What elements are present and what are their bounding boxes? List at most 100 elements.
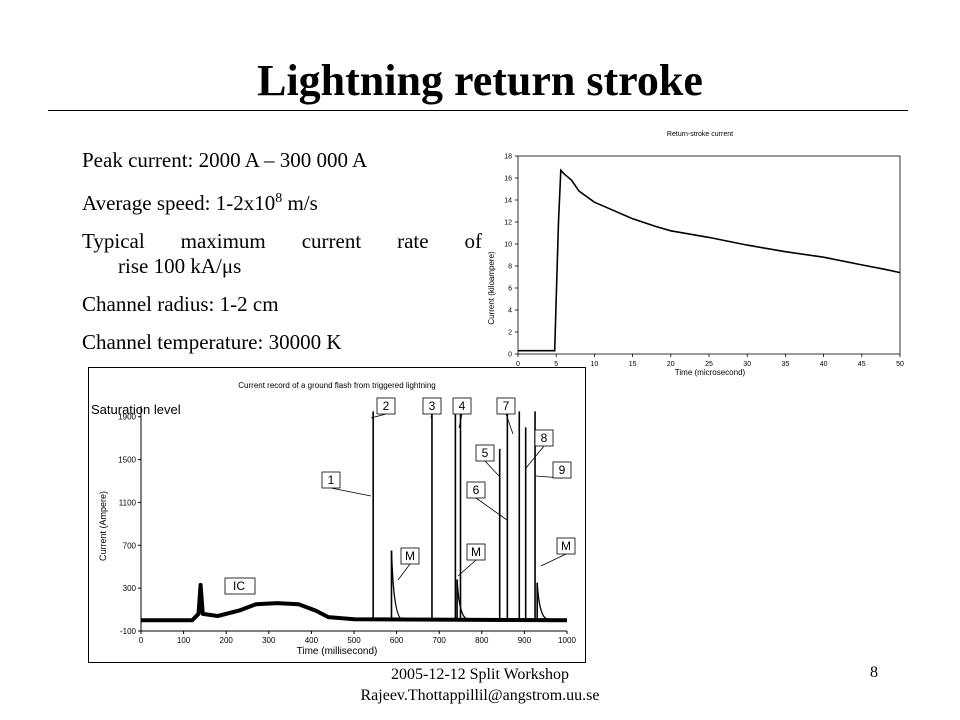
chart2-y-tick-label: 1900 bbox=[118, 413, 136, 422]
chart2-y-tick-label: -100 bbox=[120, 627, 137, 636]
chart2-annotation-box bbox=[556, 537, 576, 555]
bullet-channel-radius: Channel radius: 1-2 cm bbox=[82, 292, 279, 316]
chart2-annotation-leader bbox=[370, 413, 387, 419]
footer: 2005-12-12 Split Workshop Rajeev.Thottap… bbox=[0, 664, 960, 706]
triggered-lightning-chart-frame: Current record of a ground flash from tr… bbox=[88, 367, 586, 663]
chart2-x-tick-label: 100 bbox=[177, 636, 191, 645]
chart2-annotation-box bbox=[452, 397, 472, 415]
chart2-x-tick-label: 500 bbox=[347, 636, 361, 645]
chart2-x-axis-label: Time (millisecond) bbox=[297, 646, 378, 657]
speed-prefix: Average speed: 1-2x10 bbox=[82, 191, 276, 215]
chart1-x-tick-label: 45 bbox=[858, 361, 866, 368]
chart1-y-tick-label: 0 bbox=[508, 352, 512, 359]
chart1-x-tick-label: 20 bbox=[667, 361, 675, 368]
chart1-x-tick-label: 25 bbox=[705, 361, 713, 368]
chart2-annotation-label: M bbox=[561, 539, 571, 553]
chart1-y-axis-label: Current (kiloampere) bbox=[487, 251, 496, 325]
chart2-annotation-label: 1 bbox=[328, 473, 335, 487]
chart2-annotation-box bbox=[534, 429, 554, 447]
chart2-x-tick-label: 300 bbox=[262, 636, 276, 645]
footer-email: Rajeev.Thottappillil@angstrom.uu.se bbox=[360, 687, 600, 704]
saturation-level-label: Saturation level bbox=[91, 402, 181, 417]
chart2-x-tick-label: 600 bbox=[390, 636, 404, 645]
chart1-x-tick-label: 10 bbox=[591, 361, 599, 368]
triggered-lightning-chart: Current record of a ground flash from tr… bbox=[91, 381, 576, 657]
chart2-annotation-box bbox=[400, 547, 420, 565]
chart2-annotation-label: M bbox=[405, 549, 415, 563]
bullet-list: Peak current: 2000 A – 300 000 A Average… bbox=[82, 148, 482, 368]
chart1-y-tick-label: 4 bbox=[508, 308, 512, 315]
chart1-x-tick-label: 30 bbox=[743, 361, 751, 368]
chart2-annotation-label: 4 bbox=[459, 399, 466, 413]
chart1-y-tick-label: 12 bbox=[504, 220, 512, 227]
chart2-annotation-box bbox=[376, 397, 396, 415]
speed-suffix: m/s bbox=[282, 191, 318, 215]
chart2-annotation-label: 5 bbox=[482, 446, 489, 460]
chart2-y-axis-label: Current (Ampere) bbox=[98, 491, 108, 561]
chart2-annotation-leader bbox=[397, 563, 411, 581]
chart2-decay-tail bbox=[536, 582, 549, 620]
chart1-x-tick-label: 35 bbox=[782, 361, 790, 368]
chart2-annotation-label: 9 bbox=[559, 463, 566, 477]
chart1-y-tick-label: 18 bbox=[504, 154, 512, 161]
chart2-annotation-leader bbox=[458, 413, 463, 429]
footer-event: 2005-12-12 Split Workshop bbox=[391, 666, 569, 683]
chart2-title: Current record of a ground flash from tr… bbox=[238, 381, 435, 390]
bullet-peak-current: Peak current: 2000 A – 300 000 A bbox=[82, 148, 368, 172]
chart2-annotation-label: 2 bbox=[383, 399, 390, 413]
chart2-annotation-leader bbox=[430, 413, 433, 419]
chart2-annotation-label: 8 bbox=[541, 431, 548, 445]
chart2-annotation-box bbox=[422, 397, 442, 415]
chart1-x-tick-label: 0 bbox=[516, 361, 520, 368]
chart1-y-tick-label: 8 bbox=[508, 264, 512, 271]
chart2-y-tick-label: 700 bbox=[123, 541, 137, 550]
chart2-annotation-box bbox=[321, 471, 341, 489]
chart2-x-tick-label: 400 bbox=[305, 636, 319, 645]
chart1-x-tick-label: 50 bbox=[896, 361, 904, 368]
chart2-annotation-label: M bbox=[471, 545, 481, 559]
chart2-annotation-leader bbox=[525, 445, 545, 469]
bullet-average-speed: Average speed: 1-2x108 m/s bbox=[82, 186, 482, 216]
chart1-y-tick-label: 16 bbox=[504, 176, 512, 183]
return-stroke-chart: Return-stroke current Time (microsecond)… bbox=[487, 131, 904, 377]
chart2-annotation-leader bbox=[505, 413, 514, 435]
chart2-annotation-leader bbox=[330, 487, 372, 497]
chart2-x-tick-label: 900 bbox=[518, 636, 532, 645]
chart1-y-tick-label: 2 bbox=[508, 330, 512, 337]
chart1-y-tick-label: 6 bbox=[508, 286, 512, 293]
chart2-annotation-box bbox=[466, 481, 486, 499]
chart2-annotation-label: 7 bbox=[503, 399, 510, 413]
bullet-current-rise: Typical maximum current rate of rise 100… bbox=[82, 229, 482, 279]
chart1-x-axis-label: Time (microsecond) bbox=[675, 368, 746, 377]
chart2-y-tick-label: 300 bbox=[123, 584, 137, 593]
page-number: 8 bbox=[870, 664, 878, 681]
chart2-annotation-label: 6 bbox=[473, 483, 480, 497]
chart1-x-tick-label: 40 bbox=[820, 361, 828, 368]
chart2-ic-box bbox=[224, 577, 256, 595]
chart2-annotation-leader bbox=[457, 559, 477, 577]
chart2-annotation-box bbox=[466, 543, 486, 561]
title-divider bbox=[48, 110, 908, 111]
chart2-annotation-leader bbox=[540, 553, 567, 567]
chart1-series-line bbox=[518, 168, 901, 352]
chart2-decay-tail bbox=[390, 550, 403, 620]
chart1-x-tick-label: 15 bbox=[629, 361, 637, 368]
chart2-x-tick-label: 800 bbox=[475, 636, 489, 645]
chart2-annotation-box bbox=[475, 444, 495, 462]
chart1-title: Return-stroke current bbox=[667, 131, 733, 138]
chart1-x-tick-label: 5 bbox=[554, 361, 558, 368]
chart2-annotation-box bbox=[552, 461, 572, 479]
bullet-channel-temperature: Channel temperature: 30000 K bbox=[82, 330, 342, 354]
chart2-annotation-box bbox=[496, 397, 516, 415]
chart1-y-tick-label: 10 bbox=[504, 242, 512, 249]
chart2-annotation-leader bbox=[484, 460, 500, 477]
chart2-x-tick-label: 1000 bbox=[558, 636, 576, 645]
chart2-y-tick-label: 1100 bbox=[119, 498, 137, 507]
chart2-decay-tail bbox=[456, 579, 468, 620]
chart2-x-tick-label: 200 bbox=[220, 636, 234, 645]
chart2-y-tick-label: 1500 bbox=[118, 456, 136, 465]
chart2-annotation-leader bbox=[475, 497, 508, 521]
chart1-y-tick-label: 14 bbox=[504, 198, 512, 205]
rise-line-1: Typical maximum current rate of bbox=[82, 229, 482, 253]
chart2-x-tick-label: 700 bbox=[433, 636, 447, 645]
